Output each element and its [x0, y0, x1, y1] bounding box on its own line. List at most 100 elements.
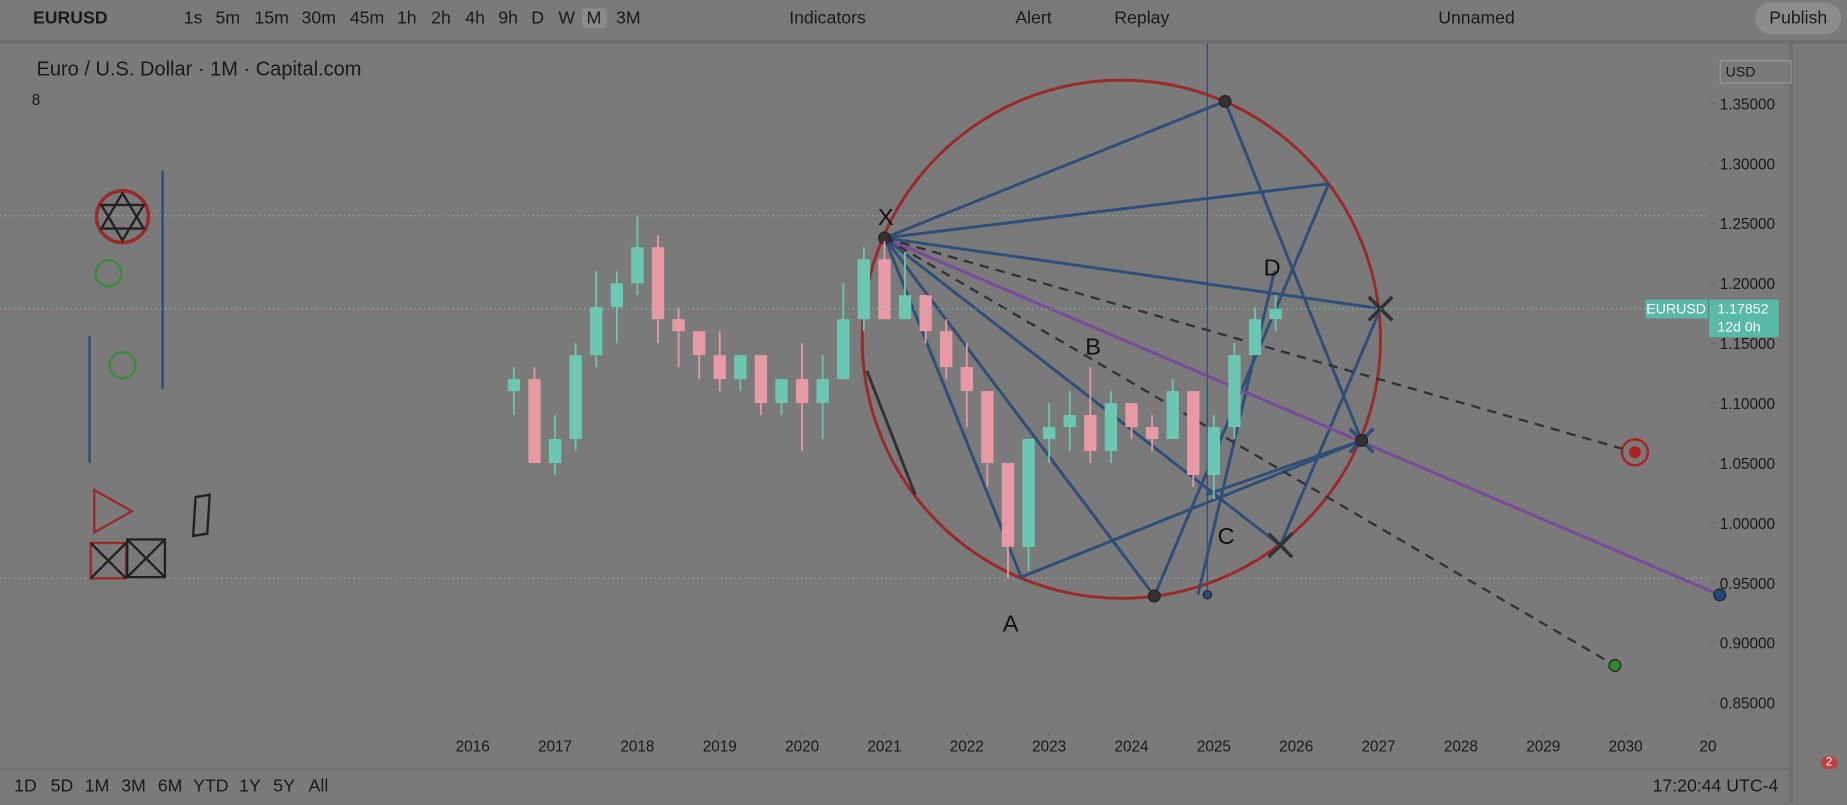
x-tick-label: 2025	[1197, 739, 1231, 756]
candle-body	[898, 295, 912, 320]
segment	[865, 370, 917, 496]
candle-body	[1166, 391, 1179, 440]
candle-body	[1187, 391, 1200, 476]
range-button[interactable]: All	[308, 776, 329, 797]
left-tools	[88, 170, 211, 580]
x-tick-label: 2022	[950, 739, 984, 756]
last-price-box	[1709, 299, 1779, 338]
y-tick-label: 1.10000	[1720, 396, 1775, 413]
candle-body	[940, 331, 953, 368]
x-tick-label: 2016	[456, 739, 490, 756]
candle-body	[1125, 403, 1138, 428]
publish-button[interactable]: Publish	[1755, 2, 1842, 35]
range-button[interactable]: 5D	[50, 776, 74, 797]
symbol-tag: EURUSD	[1646, 301, 1706, 317]
points	[878, 94, 1727, 672]
pattern-label: B	[1085, 334, 1101, 360]
range-button[interactable]: 1Y	[239, 776, 261, 797]
candle-body	[1084, 415, 1097, 452]
dashed-line	[884, 236, 1616, 667]
y-tick-label: 1.30000	[1720, 156, 1775, 173]
candle-body	[610, 283, 623, 308]
range-button[interactable]: 5Y	[273, 776, 295, 797]
range-button[interactable]: 1D	[14, 776, 37, 797]
x-tick-label: 2026	[1279, 739, 1313, 756]
symbol-button[interactable]: EURUSD	[32, 8, 108, 29]
candle-body	[795, 379, 809, 404]
candle-body	[651, 247, 665, 320]
bottom-bar	[0, 767, 1791, 805]
candle-body	[569, 355, 582, 440]
indicator-count: 8	[31, 90, 41, 109]
target	[1620, 438, 1650, 467]
candle-body	[1104, 403, 1118, 452]
y-tick-label: 0.85000	[1720, 696, 1775, 713]
chart-title: Euro / U.S. Dollar · 1M · Capital.com	[36, 57, 362, 81]
chart: 1.35000 1.30000 1.25000 1.20000 1.15000 1.100…	[0, 43, 1779, 756]
candle-body	[1022, 439, 1035, 547]
interval-tab[interactable]: D	[531, 8, 545, 29]
x-tick-label: 2030	[1609, 739, 1643, 756]
interval-tab[interactable]: 4h	[465, 8, 485, 29]
trend-line	[884, 236, 1721, 597]
candle-body	[837, 319, 850, 380]
alert-button[interactable]: Alert	[1015, 8, 1052, 29]
candle-body	[960, 367, 973, 392]
candle-body	[775, 379, 788, 404]
x-tick-label: 2018	[620, 739, 654, 756]
currency-button[interactable]: USD	[1719, 60, 1792, 84]
range-button[interactable]: 6M	[157, 776, 183, 797]
y-tick-label: 1.25000	[1720, 216, 1775, 233]
y-tick-label: 1.20000	[1720, 276, 1775, 293]
candle-body	[528, 379, 541, 464]
interval-tab[interactable]: M	[581, 8, 607, 29]
x-tick-label: 2020	[785, 739, 819, 756]
pattern-label: C	[1218, 523, 1235, 549]
right-sidebar	[1789, 43, 1847, 803]
interval-tab[interactable]: W	[558, 8, 576, 29]
candle-body	[692, 331, 706, 356]
interval-tab[interactable]: 45m	[349, 8, 385, 29]
range-button[interactable]: 3M	[121, 776, 146, 797]
candle-body	[857, 259, 871, 320]
candle-body	[548, 439, 562, 464]
interval-tab[interactable]: 5m	[215, 8, 241, 29]
layout-button[interactable]: Unnamed	[1438, 8, 1515, 29]
replay-button[interactable]: Replay	[1114, 8, 1170, 29]
interval-tab[interactable]: 15m	[254, 8, 289, 29]
candle-body	[1248, 319, 1262, 356]
x-tick-label: 2029	[1526, 739, 1560, 756]
pattern-label: X	[878, 204, 894, 230]
interval-tab[interactable]: 2h	[431, 8, 451, 29]
last-price-label: 1.17852	[1717, 301, 1768, 317]
interval-tab[interactable]: 1s	[183, 8, 203, 29]
interval-tab[interactable]: 9h	[498, 8, 518, 29]
y-tick-label: 0.95000	[1720, 576, 1775, 593]
circle	[860, 78, 1382, 600]
interval-tab[interactable]: 1h	[396, 8, 417, 29]
interval-tab[interactable]: 3M	[616, 8, 641, 29]
candle-body	[1145, 427, 1159, 440]
candle-body	[672, 319, 685, 332]
candle-body	[816, 379, 829, 404]
candle-body	[1042, 427, 1056, 440]
range-button[interactable]: YTD	[193, 776, 229, 797]
candle-body	[507, 379, 521, 392]
candle-body	[754, 355, 768, 404]
x-tick-label: 2027	[1362, 739, 1396, 756]
candle-body	[713, 355, 726, 380]
range-button[interactable]: 1M	[84, 776, 110, 797]
candle-body	[1269, 308, 1282, 320]
target-dot	[1629, 446, 1641, 459]
x-tick-label: 2021	[867, 739, 901, 756]
candle-body	[590, 307, 603, 356]
interval-tab[interactable]: 30m	[301, 8, 336, 29]
candle-body	[1001, 463, 1015, 547]
pattern-label: A	[1003, 610, 1019, 636]
candle-body	[981, 391, 994, 464]
top-toolbar	[0, 0, 1847, 44]
symbol-tag-box	[1645, 299, 1708, 319]
indicators-button[interactable]: Indicators	[789, 8, 866, 29]
x-tick-label: 2017	[538, 739, 572, 756]
